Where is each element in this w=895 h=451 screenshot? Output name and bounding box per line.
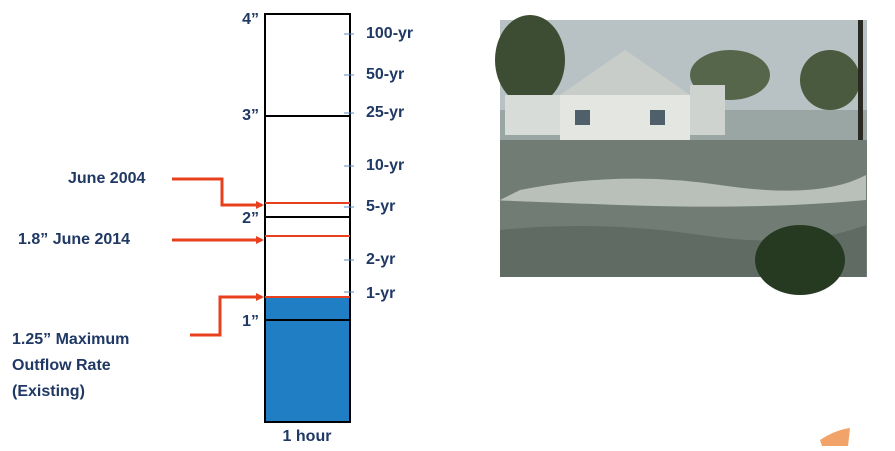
rp-label: 2-yr <box>366 251 395 268</box>
annotation: 1.8” June 2014 <box>18 231 130 248</box>
flood-photo <box>495 15 867 295</box>
annotation: 1.25” Maximum <box>12 331 129 348</box>
rp-label: 25-yr <box>366 104 404 121</box>
rp-ticks <box>344 33 354 293</box>
decor-shape <box>820 428 850 446</box>
inch-label: 1” <box>242 313 259 330</box>
rp-label: 10-yr <box>366 157 404 174</box>
rp-label: 5-yr <box>366 198 395 215</box>
inch-label: 4” <box>242 11 259 28</box>
rp-label: 100-yr <box>366 25 413 42</box>
arrows <box>172 177 264 337</box>
rp-label: 50-yr <box>366 66 404 83</box>
annotation: Outflow Rate <box>12 357 111 374</box>
annotation: (Existing) <box>12 383 85 400</box>
annotation: June 2004 <box>68 170 145 187</box>
arrow <box>172 177 264 209</box>
rp-label: 1-yr <box>366 285 395 302</box>
existing-fill <box>265 297 350 422</box>
inch-lines <box>265 115 350 321</box>
event-lines <box>265 202 350 298</box>
duration-label: 1 hour <box>283 428 332 445</box>
inch-label: 2” <box>242 210 259 227</box>
arrow <box>190 293 264 337</box>
inch-label: 3” <box>242 107 259 124</box>
